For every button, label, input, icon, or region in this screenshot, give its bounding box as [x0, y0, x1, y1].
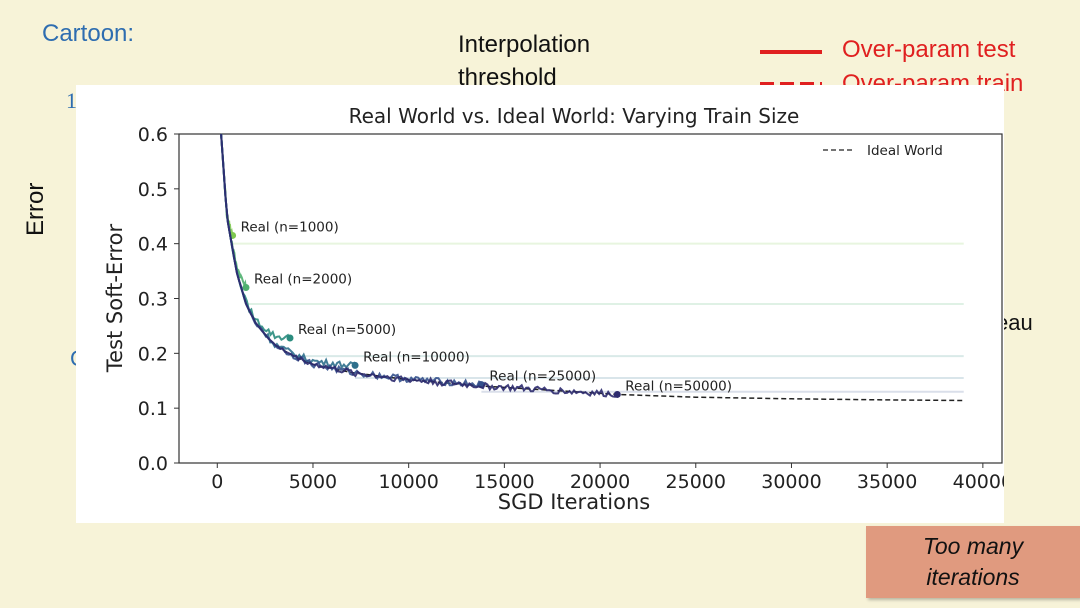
y-tick-label: 0.3	[138, 289, 168, 311]
real-series-endpoint	[613, 390, 621, 398]
y-axis-title: Test Soft-Error	[103, 224, 127, 374]
chart-legend: Ideal World	[823, 143, 943, 159]
x-tick-label: 35000	[857, 471, 917, 493]
y-tick-label: 0.1	[138, 398, 168, 420]
real-series-group: Real (n=1000) Real (n=2000) Real (n=5000) R…	[220, 133, 732, 398]
too-many-iterations-callout: Too many iterations	[866, 526, 1080, 598]
plot-frame	[178, 133, 1003, 464]
legend-test-label: Over-param test	[842, 36, 1016, 63]
legend-ideal-label: Ideal World	[867, 143, 943, 159]
real-series-label: Real (n=1000)	[241, 219, 339, 235]
real-series-label: Real (n=50000)	[625, 378, 732, 394]
y-tick-label: 0.6	[138, 124, 168, 146]
error-axis-label: Error	[22, 182, 49, 236]
real-series-line	[220, 133, 247, 289]
y-tick-label: 0.5	[138, 179, 168, 201]
real-series-endpoint	[351, 361, 359, 369]
x-tick-label: 5000	[289, 471, 337, 493]
chart-title: Real World vs. Ideal World: Varying Trai…	[349, 104, 800, 128]
x-tick-label: 20000	[570, 471, 630, 493]
real-series-label: Real (n=2000)	[254, 272, 352, 288]
x-tick-label: 25000	[666, 471, 726, 493]
chart-svg: Real World vs. Ideal World: Varying Trai…	[103, 104, 1004, 514]
x-tick-label: 10000	[378, 471, 438, 493]
x-tick-label: 0	[211, 471, 223, 493]
ideal-world-series	[220, 133, 964, 402]
x-tick-label: 15000	[474, 471, 534, 493]
legend-test-line	[760, 50, 822, 54]
y-tick-label: 0.0	[138, 453, 168, 475]
axis-ticks: 0 5000 10000 15000 20000 25000 30000 35000 4000 0…	[138, 124, 1004, 493]
real-series-label: Real (n=5000)	[298, 322, 396, 338]
real-series-endpoint	[242, 284, 250, 292]
too-many-iterations-text: Too many iterations	[922, 533, 1024, 590]
x-axis-title: SGD Iterations	[498, 490, 650, 514]
real-series-label: Real (n=25000)	[489, 369, 596, 385]
ideal-world-line	[220, 133, 964, 402]
chart-card: Real World vs. Ideal World: Varying Trai…	[76, 85, 1004, 523]
real-series-line	[220, 133, 619, 398]
plateau-lines	[232, 242, 964, 393]
x-tick-label: 30000	[761, 471, 821, 493]
real-series-label: Real (n=10000)	[363, 349, 470, 365]
legend-train-line	[760, 82, 822, 86]
real-series-endpoint	[286, 334, 294, 342]
y-tick-label: 0.4	[138, 234, 168, 256]
partial-text-one: 1	[66, 88, 77, 113]
y-tick-label: 0.2	[138, 343, 168, 365]
cartoon-label: Cartoon:	[42, 20, 135, 47]
interpolation-threshold-label: Interpolation threshold	[458, 31, 591, 91]
